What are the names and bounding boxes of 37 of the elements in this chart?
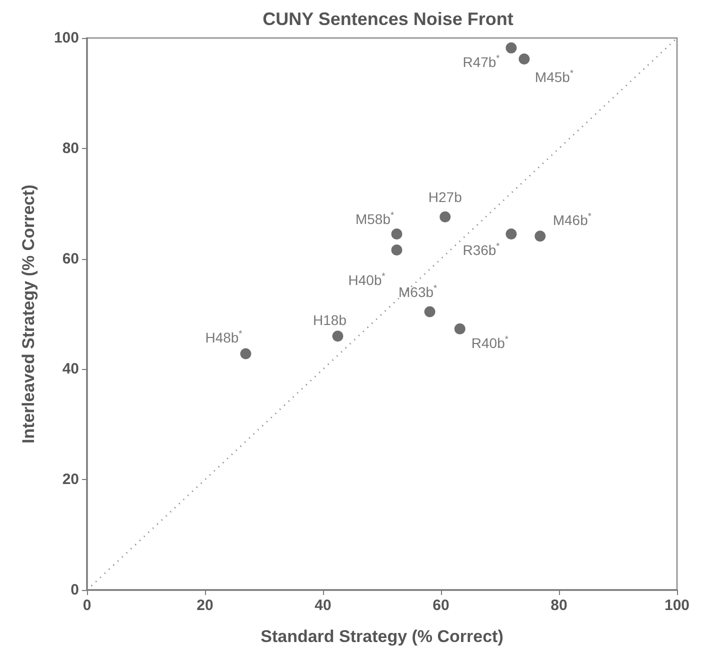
point	[440, 211, 451, 222]
annotation: M63b*	[398, 282, 438, 300]
x-tick-label: 100	[664, 597, 690, 614]
point	[506, 228, 517, 240]
annotation: M58b*	[355, 210, 394, 227]
point	[332, 330, 344, 342]
point	[454, 323, 466, 334]
x-tick-label: 40	[314, 597, 332, 614]
y-axis-title: Interleaved Strategy (% Correct)	[19, 184, 38, 444]
y-tick-label: 80	[62, 140, 79, 157]
y-tick-label: 100	[54, 30, 79, 46]
x-tick-label: 80	[550, 597, 568, 614]
x-tick-label: 0	[82, 597, 92, 614]
point	[506, 42, 517, 54]
x-tick-label: 20	[196, 597, 214, 614]
annotation: R36b*	[462, 240, 500, 258]
x-axis-title: Standard Strategy (% Correct)	[260, 627, 504, 646]
y-tick-label: 40	[62, 360, 79, 378]
y-tick-label: 60	[62, 250, 79, 268]
point	[534, 230, 546, 242]
annotation: H48b*	[205, 328, 243, 346]
annotation: H27b	[428, 188, 462, 205]
annotation: H40b*	[348, 270, 386, 288]
point	[391, 244, 402, 256]
annotation: H18b	[313, 312, 347, 328]
point	[240, 348, 252, 360]
y-tick-label: 20	[62, 471, 79, 488]
point	[424, 306, 436, 318]
point	[518, 53, 530, 64]
annotation: M46b*	[552, 211, 592, 228]
annotation: M45b*	[534, 68, 574, 85]
y-tick-label: 0	[70, 582, 79, 598]
annotation: R47b*	[462, 52, 500, 70]
point	[391, 228, 402, 240]
annotation: R40b*	[471, 334, 509, 351]
x-tick-label: 60	[432, 597, 450, 614]
chart-title: CUNY Sentences Noise Front	[262, 9, 514, 29]
